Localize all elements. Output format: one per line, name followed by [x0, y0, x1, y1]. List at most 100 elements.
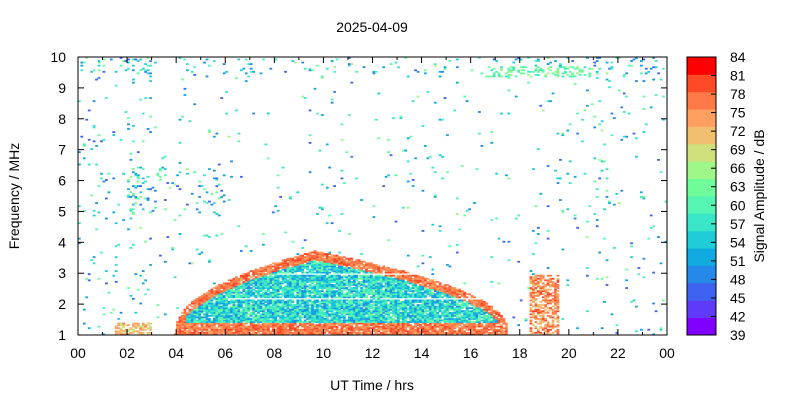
heatmap-cell-2294 [308, 260, 312, 263]
heatmap-cell-1443 [262, 284, 265, 286]
heatmap-cell-2539 [320, 279, 324, 282]
heatmap-cell-2921 [340, 301, 344, 303]
heatmap-cell-3801 [392, 314, 395, 317]
heatmap-cell-734 [215, 314, 219, 317]
heatmap-cell-608 [205, 310, 209, 313]
heatmap-cell-1761 [281, 322, 285, 325]
heatmap-cell-154 [129, 246, 133, 249]
heatmap-cell-1534 [266, 276, 270, 279]
heatmap-cell-2725 [330, 302, 334, 305]
heatmap-cell-4681 [453, 324, 457, 327]
heatmap-cell-1414 [262, 333, 265, 336]
heatmap-cell-1080 [239, 331, 243, 334]
heatmap-cell-2917 [340, 307, 344, 310]
heatmap-cell-3331 [362, 274, 366, 277]
heatmap-cell-4858 [470, 331, 474, 334]
heatmap-cell-669 [210, 314, 214, 317]
heatmap-cell-2057 [296, 277, 300, 280]
heatmap-cell-433 [188, 308, 192, 311]
heatmap-cell-3249 [357, 270, 361, 272]
heatmap-cell-2679 [328, 293, 332, 296]
heatmap-cell-3220 [357, 325, 361, 328]
heatmap-cell-3062 [347, 284, 351, 286]
heatmap-cell-1977 [291, 260, 295, 263]
heatmap-cell-2049 [296, 290, 300, 293]
heatmap-cell-4129 [411, 282, 415, 285]
heatmap-cell-74 [107, 291, 111, 294]
heatmap-cell-2588 [323, 285, 327, 288]
heatmap-cell-4697 [453, 294, 457, 297]
heatmap-cell-2317 [311, 318, 314, 320]
heatmap-cell-2355 [311, 69, 314, 72]
heatmap-cell-2167 [303, 328, 307, 331]
heatmap-cell-952 [230, 302, 233, 305]
heatmap-cell-808 [220, 313, 224, 316]
heatmap-cell-4591 [446, 319, 449, 322]
heatmap-cell-820 [220, 293, 224, 296]
heatmap-cell-850 [222, 301, 226, 303]
heatmap-cell-4461 [436, 325, 440, 328]
heatmap-cell-313 [163, 208, 167, 211]
heatmap-cell-3651 [382, 299, 386, 302]
heatmap-cell-1425 [262, 316, 265, 319]
heatmap-cell-2102 [298, 279, 302, 282]
heatmap-cell-4585 [446, 328, 449, 331]
heatmap-cell-676 [210, 304, 214, 306]
heatmap-cell-1841 [284, 70, 287, 73]
heatmap-cell-4699 [453, 291, 457, 294]
heatmap-cell-2021 [293, 260, 297, 263]
heatmap-cell-2524 [320, 307, 324, 310]
heatmap-cell-4233 [419, 291, 422, 294]
heatmap-cell-2319 [311, 314, 314, 317]
heatmap-cell-1718 [279, 333, 282, 336]
heatmap-cell-4359 [428, 316, 432, 319]
heatmap-cell-1856 [286, 310, 290, 313]
heatmap-cell-1023 [235, 296, 238, 299]
heatmap-cell-4270 [421, 285, 425, 288]
heatmap-cell-4561 [443, 316, 447, 319]
heatmap-cell-3552 [377, 324, 381, 327]
heatmap-cell-4240 [419, 279, 422, 282]
heatmap-cell-3996 [404, 321, 408, 323]
heatmap-cell-43 [95, 163, 98, 166]
heatmap-cell-879 [225, 314, 228, 317]
heatmap-cell-2993 [345, 333, 349, 336]
heatmap-cell-3297 [362, 331, 366, 334]
heatmap-cell-905 [227, 330, 231, 333]
heatmap-cell-4242 [419, 276, 422, 279]
heatmap-cell-1435 [262, 299, 265, 302]
heatmap-cell-2983 [343, 271, 346, 274]
heatmap-cell-2569 [323, 322, 327, 325]
heatmap-cell-2105 [298, 274, 302, 277]
heatmap-cell-4347 [426, 157, 430, 160]
heatmap-cell-2708 [330, 328, 334, 331]
heatmap-cell-1196 [247, 325, 251, 328]
heatmap-cell-4212 [419, 330, 422, 333]
heatmap-cell-3185 [355, 310, 359, 313]
heatmap-cell-1893 [289, 322, 292, 325]
heatmap-cell-2502 [318, 256, 322, 259]
heatmap-cell-1099 [239, 301, 243, 303]
heatmap-cell-327 [173, 183, 177, 186]
heatmap-cell-3733 [387, 287, 390, 289]
heatmap-cell-4640 [448, 291, 452, 294]
heatmap-cell-1582 [271, 333, 275, 336]
heatmap-cell-183 [131, 78, 135, 81]
heatmap-cell-3153 [352, 290, 356, 293]
heatmap-cell-3158 [352, 280, 356, 283]
heatmap-cell-4275 [421, 277, 425, 280]
heatmap-cell-3320 [362, 293, 366, 296]
heatmap-cell-2936 [340, 271, 344, 274]
heatmap-cell-2890 [338, 270, 341, 272]
heatmap-cell-2322 [311, 310, 314, 313]
heatmap-cell-3823 [392, 279, 395, 282]
heatmap-cell-1503 [266, 327, 270, 330]
heatmap-cell-4235 [419, 288, 422, 291]
heatmap-cell-3141 [352, 313, 356, 316]
heatmap-cell-3259 [360, 327, 363, 330]
heatmap-cell-0 [78, 242, 81, 245]
heatmap-cell-2285 [308, 279, 312, 282]
heatmap-cell-3640 [382, 318, 386, 320]
heatmap-cell-1898 [289, 314, 292, 317]
heatmap-cell-2363 [313, 321, 317, 323]
